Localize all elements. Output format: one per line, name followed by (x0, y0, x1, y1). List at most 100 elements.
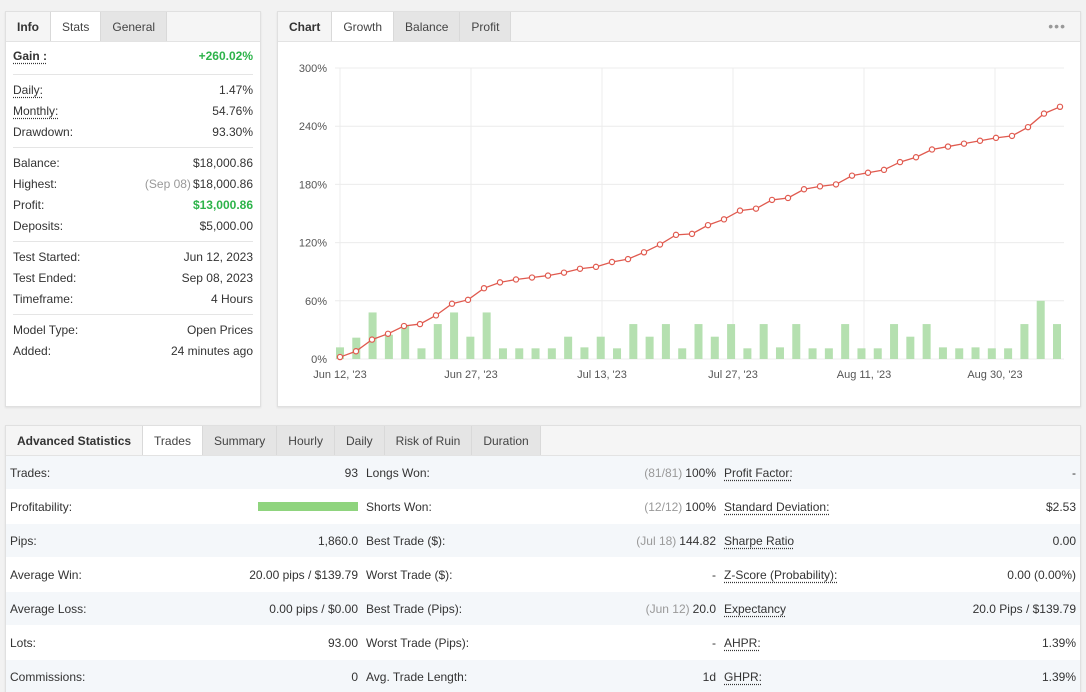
stat-label[interactable]: AHPR: (724, 635, 761, 650)
volume-bar (987, 348, 996, 359)
stat-label[interactable]: Standard Deviation: (724, 499, 830, 514)
gain-row: Gain : +260.02% (13, 42, 253, 70)
stat-value-text: 93.00 (327, 635, 358, 650)
volume-bar (710, 336, 719, 359)
stat-label[interactable]: Z-Score (Probability): (724, 567, 838, 582)
volume-bar (547, 348, 556, 359)
daily-value: 1.47% (218, 82, 253, 97)
growth-point (960, 140, 968, 147)
tab-profit[interactable]: Profit (460, 12, 512, 41)
highest-value: $18,000.86 (192, 176, 253, 191)
advanced-statistics-panel: Advanced Statistics Trades Summary Hourl… (5, 425, 1081, 692)
stat-value: 93.00 (328, 636, 358, 650)
x-tick-label: Aug 11, '23 (837, 369, 892, 381)
stat-value: (12/12) 100% (644, 500, 716, 514)
stat-value (258, 502, 358, 511)
y-tick-label: 300% (299, 63, 327, 75)
growth-point (1040, 110, 1048, 117)
profit-label: Profit: (13, 198, 45, 213)
tab-duration[interactable]: Duration (472, 426, 541, 455)
growth-point (640, 249, 648, 256)
deposits-row: Deposits: $5,000.00 (13, 216, 253, 237)
volume-bar (678, 348, 687, 359)
stat-label[interactable]: Sharpe Ratio (724, 533, 795, 548)
stat-label: Average Win: (10, 567, 82, 582)
y-tick-label: 240% (299, 121, 327, 133)
tab-summary[interactable]: Summary (202, 426, 278, 455)
growth-point (816, 183, 824, 190)
stat-value-text: 1.39% (1041, 635, 1076, 650)
test-started-row: Test Started: Jun 12, 2023 (13, 246, 253, 267)
tab-trades[interactable]: Trades (143, 426, 203, 455)
stat-value-text: 100% (685, 499, 716, 514)
volume-bar (922, 324, 931, 359)
stat-value: 0 (351, 670, 358, 684)
growth-point (448, 300, 456, 307)
added-row: Added: 24 minutes ago (13, 340, 253, 361)
ellipsis-icon[interactable]: ••• (1048, 18, 1066, 34)
model-type-label: Model Type: (13, 322, 79, 337)
stat-label: Average Loss: (10, 601, 87, 616)
volume-bar (808, 348, 817, 359)
stat-row: Worst Trade (Pips): - (362, 626, 720, 660)
volume-bar (531, 348, 540, 359)
stat-label[interactable]: Expectancy (724, 601, 787, 616)
volume-bar (336, 347, 344, 359)
tab-hourly[interactable]: Hourly (277, 426, 335, 455)
stat-subvalue: (Jul 18) (636, 533, 677, 548)
stat-row: Trades: 93 (6, 456, 362, 490)
growth-point (1024, 123, 1032, 131)
y-tick-label: 120% (299, 238, 327, 250)
stats-column-2: Longs Won: (81/81) 100% Shorts Won: (12/12) 1… (362, 456, 720, 692)
volume-bar (629, 324, 638, 359)
stat-label[interactable]: Profit Factor: (724, 465, 793, 480)
added-label: Added: (13, 343, 52, 358)
growth-point (560, 269, 568, 276)
growth-point (848, 172, 856, 179)
daily-row: Daily: 1.47% (13, 79, 253, 100)
test-started-value: Jun 12, 2023 (183, 249, 253, 264)
stat-value-text: 100% (685, 465, 716, 480)
volume-bar (661, 324, 670, 359)
volume-bar (466, 336, 475, 359)
volume-bar (1020, 324, 1029, 359)
growth-point (496, 279, 504, 286)
stat-label[interactable]: GHPR: (724, 669, 763, 684)
tab-info[interactable]: Info (6, 12, 51, 41)
stat-value: 0.00 (1053, 534, 1076, 548)
tab-growth[interactable]: Growth (332, 12, 395, 41)
stat-value: (Jul 18) 144.82 (636, 534, 716, 548)
volume-bar (368, 312, 377, 359)
gain-label[interactable]: Gain : (13, 49, 48, 63)
tab-daily[interactable]: Daily (334, 426, 385, 455)
stat-value-text: $2.53 (1045, 499, 1076, 514)
tab-risk-of-ruin[interactable]: Risk of Ruin (384, 426, 473, 455)
daily-label[interactable]: Daily: (13, 82, 44, 97)
advanced-tabs: Advanced Statistics Trades Summary Hourl… (6, 426, 1080, 456)
growth-point (480, 284, 488, 292)
growth-point (416, 320, 424, 328)
volume-bar (824, 348, 833, 359)
tab-chart[interactable]: Chart (278, 12, 333, 41)
stat-row: AHPR: 1.39% (720, 626, 1080, 660)
growth-point (752, 205, 760, 212)
info-tabs: Info Stats General (6, 12, 260, 42)
stat-row: Profitability: (6, 490, 362, 524)
x-tick-label: Aug 30, '23 (967, 369, 1022, 381)
model-type-row: Model Type: Open Prices (13, 319, 253, 340)
tab-general[interactable]: General (101, 12, 168, 41)
stat-label: Profitability: (10, 499, 73, 514)
monthly-label[interactable]: Monthly: (13, 103, 59, 118)
tab-stats[interactable]: Stats (51, 12, 102, 41)
stat-row: Profit Factor: - (720, 456, 1080, 490)
tab-advanced-statistics[interactable]: Advanced Statistics (6, 426, 144, 455)
stat-value: 20.0 Pips / $139.79 (973, 602, 1076, 616)
test-ended-value: Sep 08, 2023 (181, 271, 253, 286)
stat-value-text: - (712, 567, 716, 582)
stat-value-text: 0.00 pips / $0.00 (269, 601, 358, 616)
stat-value-text: 20.0 Pips / $139.79 (972, 601, 1076, 616)
growth-line (339, 106, 1061, 358)
stat-value: 1d (703, 670, 716, 684)
volume-bar (906, 336, 915, 359)
tab-balance[interactable]: Balance (394, 12, 461, 41)
